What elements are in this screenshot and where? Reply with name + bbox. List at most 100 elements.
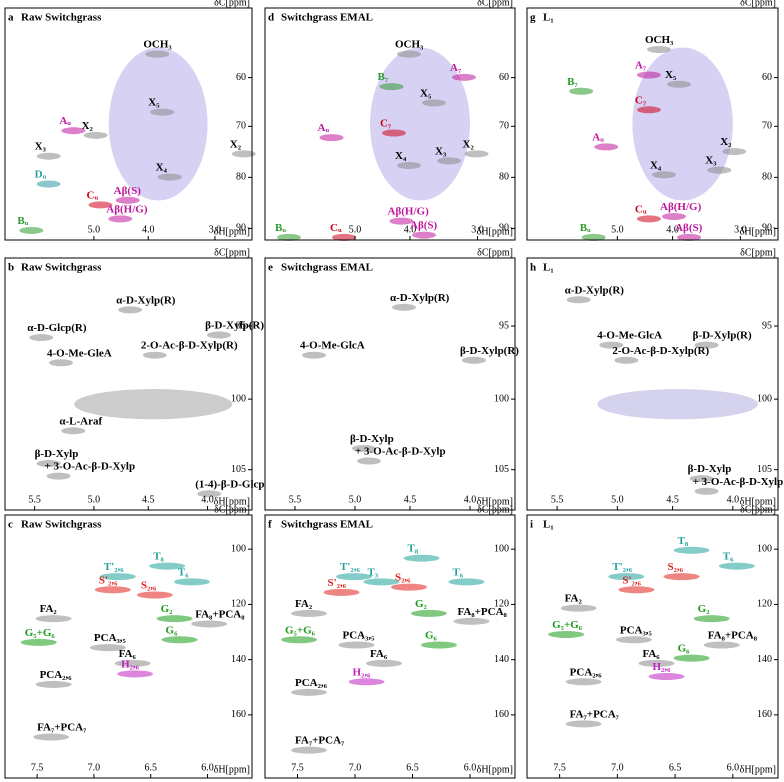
panel-letter: e — [268, 262, 273, 274]
peak-label: Cᵤ — [330, 222, 342, 234]
peak-label: + 3-O-Ac-β-D-Xylp — [355, 446, 446, 458]
peak-label: Aᵤ — [59, 115, 71, 127]
contour — [118, 306, 143, 314]
peak-label: H₂,₆ — [353, 666, 372, 678]
y-axis-label: δC[ppm] — [477, 0, 513, 8]
contour — [323, 588, 360, 596]
contour — [677, 233, 702, 241]
x-tick-label: 5.0 — [88, 494, 101, 505]
peak-label: FA₈+PCA₈ — [708, 630, 758, 642]
contour — [157, 173, 182, 181]
x-tick-label: 4.0 — [464, 494, 477, 505]
peak-label: α-D-Xylp(R) — [390, 292, 450, 304]
panel-frame — [526, 514, 779, 779]
contour — [46, 472, 71, 480]
y-tick-label: 90 — [762, 223, 772, 234]
peak-label: T'₂,₆ — [340, 561, 360, 573]
peak-label: G₅+G₆ — [285, 624, 316, 636]
contour — [149, 562, 186, 570]
contour — [277, 233, 301, 241]
peak-label: X₄ — [395, 150, 407, 162]
peak-label: OCH₃ — [395, 39, 424, 51]
peak-label: FA₈+PCA₈ — [458, 606, 508, 618]
y-tick-label: 70 — [236, 121, 246, 132]
x-tick-label: 6.0 — [727, 762, 740, 773]
contour — [207, 331, 232, 339]
x-axis-label: δH[ppm] — [740, 496, 776, 507]
y-tick-label: 60 — [499, 72, 509, 83]
peak-label: X₂ — [230, 138, 242, 150]
x-tick-label: 7.0 — [88, 762, 101, 773]
contour — [397, 50, 421, 58]
peak-label: α-D-Glcp(R) — [27, 322, 87, 334]
peak-label: Aᵤ — [318, 122, 330, 134]
contour — [150, 108, 175, 116]
contour — [614, 356, 639, 364]
peak-label: FA₂ — [295, 598, 313, 610]
contour — [36, 180, 61, 188]
contour — [161, 636, 198, 644]
x-tick-label: 5.0 — [349, 494, 362, 505]
contour — [707, 166, 732, 174]
contour — [142, 351, 167, 359]
peak-label: FA₇+PCA₇ — [570, 708, 620, 720]
contour — [397, 161, 421, 169]
contour — [565, 678, 602, 686]
x-tick-label: 5.0 — [611, 224, 624, 235]
peak-label: PCA₃,₅ — [343, 630, 376, 642]
y-axis-label: δC[ppm] — [477, 247, 513, 258]
contour — [36, 460, 61, 468]
peak-label: T₆ — [178, 566, 189, 578]
peak-label: T₆ — [453, 566, 464, 578]
y-tick-label: 140 — [494, 654, 509, 665]
x-tick-label: 4.5 — [142, 494, 155, 505]
peak-label: G₆ — [166, 624, 179, 636]
peak-label: Aᵤ — [592, 131, 604, 143]
peak-label: + 3-O-Ac-β-D-Xylp — [693, 476, 784, 488]
peak-label: Cᵤ — [635, 203, 647, 215]
panel-frame — [4, 7, 253, 241]
panel-frame — [4, 514, 253, 779]
x-axis-label: δH[ppm] — [214, 496, 250, 507]
contour — [638, 659, 675, 667]
peak-label: T₃ — [368, 566, 379, 578]
y-axis-label: δC[ppm] — [740, 0, 776, 8]
x-tick-label: 4.5 — [404, 494, 417, 505]
x-tick-label: 6.5 — [669, 762, 682, 773]
panel-letter: d — [268, 12, 274, 24]
contour — [667, 80, 692, 88]
panel-frame — [526, 257, 779, 511]
peak-label: T₈ — [678, 535, 689, 547]
peak-label: Aβ(H/G) — [388, 206, 430, 218]
contour — [281, 636, 317, 644]
contour — [61, 427, 86, 435]
x-tick-label: 5.0 — [88, 224, 101, 235]
peak-label: T₆ — [723, 551, 734, 563]
panel-letter: a — [8, 12, 14, 24]
contour — [197, 490, 222, 498]
contour — [357, 457, 381, 465]
contour — [560, 604, 597, 612]
contour — [462, 356, 486, 364]
contour — [673, 546, 710, 554]
panel-title: Switchgrass EMAL — [281, 519, 373, 531]
contour — [421, 641, 457, 649]
x-tick-label: 5.5 — [551, 494, 564, 505]
contour — [392, 303, 416, 311]
contour — [35, 615, 72, 623]
x-tick-label: 7.0 — [349, 762, 362, 773]
contour — [565, 720, 602, 728]
x-tick-label: 6.0 — [201, 762, 214, 773]
y-tick-label: 95 — [499, 320, 509, 331]
panel-letter: g — [530, 12, 536, 24]
panel-title: Raw Switchgrass — [21, 262, 102, 274]
peak-label: 4-O-Me-GlcA — [300, 340, 365, 352]
contour — [581, 233, 606, 241]
panel-letter: i — [530, 519, 533, 531]
contour — [89, 644, 126, 652]
y-tick-label: 100 — [231, 393, 246, 404]
peak-label: FA₇+PCA₇ — [295, 735, 345, 747]
peak-label: Bᵤ — [17, 215, 28, 227]
peak-label: FA₈+PCA₈ — [195, 608, 245, 620]
